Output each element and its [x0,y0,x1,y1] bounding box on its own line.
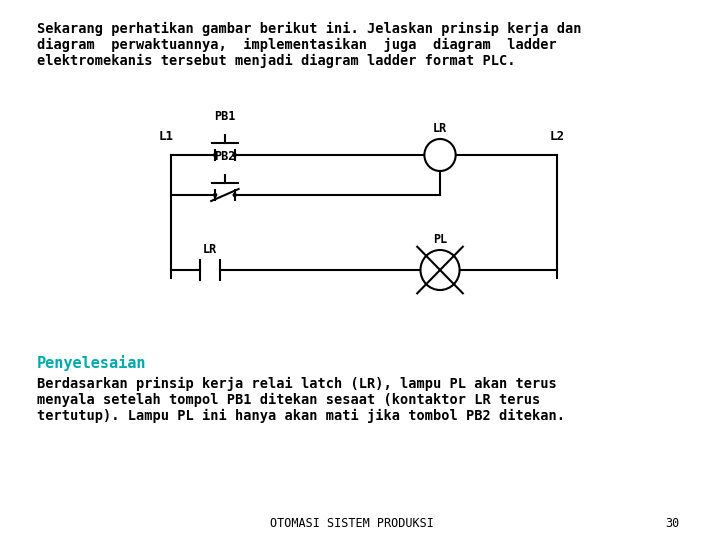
Text: Berdasarkan prinsip kerja relai latch (LR), lampu PL akan terus: Berdasarkan prinsip kerja relai latch (L… [37,377,557,391]
Text: PB1: PB1 [215,110,235,123]
Text: 30: 30 [665,517,680,530]
Text: diagram  perwaktuannya,  implementasikan  juga  diagram  ladder: diagram perwaktuannya, implementasikan j… [37,38,557,52]
Text: elektromekanis tersebut menjadi diagram ladder format PLC.: elektromekanis tersebut menjadi diagram … [37,54,516,68]
Text: OTOMASI SISTEM PRODUKSI: OTOMASI SISTEM PRODUKSI [270,517,434,530]
Text: Sekarang perhatikan gambar berikut ini. Jelaskan prinsip kerja dan: Sekarang perhatikan gambar berikut ini. … [37,22,582,36]
Text: PB2: PB2 [215,150,235,163]
Text: L1: L1 [158,130,174,143]
Circle shape [214,193,217,197]
Text: Penyelesaian: Penyelesaian [37,355,147,371]
Text: LR: LR [203,243,217,256]
Text: L2: L2 [550,130,565,143]
Text: PL: PL [433,233,447,246]
Circle shape [214,153,217,157]
Text: LR: LR [433,122,447,135]
Circle shape [233,193,236,197]
Circle shape [233,153,236,157]
Text: menyala setelah tompol PB1 ditekan sesaat (kontaktor LR terus: menyala setelah tompol PB1 ditekan sesaa… [37,393,541,407]
Text: tertutup). Lampu PL ini hanya akan mati jika tombol PB2 ditekan.: tertutup). Lampu PL ini hanya akan mati … [37,409,565,423]
